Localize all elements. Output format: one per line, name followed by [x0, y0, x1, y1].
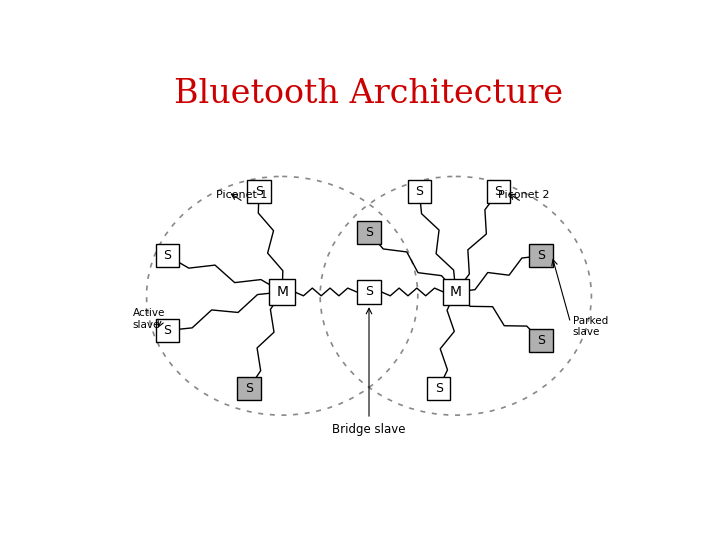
Text: Bridge slave: Bridge slave: [332, 423, 406, 436]
Text: S: S: [537, 334, 545, 347]
FancyBboxPatch shape: [529, 329, 553, 352]
FancyBboxPatch shape: [408, 180, 431, 204]
FancyBboxPatch shape: [529, 244, 553, 267]
FancyBboxPatch shape: [487, 180, 510, 204]
Text: S: S: [163, 324, 171, 337]
FancyBboxPatch shape: [443, 279, 469, 305]
FancyBboxPatch shape: [357, 280, 381, 303]
Text: M: M: [450, 285, 462, 299]
Text: S: S: [495, 185, 503, 198]
FancyBboxPatch shape: [357, 221, 381, 244]
Text: Piconet 1: Piconet 1: [216, 190, 268, 200]
Text: S: S: [365, 226, 373, 239]
Text: Parked
slave: Parked slave: [573, 316, 608, 338]
FancyBboxPatch shape: [248, 180, 271, 204]
Text: S: S: [163, 249, 171, 262]
Text: S: S: [245, 382, 253, 395]
Text: Active
slave: Active slave: [132, 308, 165, 330]
Text: S: S: [365, 286, 373, 299]
FancyBboxPatch shape: [427, 377, 451, 400]
FancyBboxPatch shape: [238, 377, 261, 400]
Text: S: S: [537, 249, 545, 262]
Text: Bluetooth Architecture: Bluetooth Architecture: [174, 78, 564, 110]
Text: S: S: [435, 382, 443, 395]
Text: M: M: [276, 285, 288, 299]
Text: S: S: [255, 185, 263, 198]
Text: Piconet 2: Piconet 2: [498, 190, 550, 200]
Text: S: S: [415, 185, 423, 198]
FancyBboxPatch shape: [156, 319, 179, 342]
FancyBboxPatch shape: [156, 244, 179, 267]
FancyBboxPatch shape: [269, 279, 295, 305]
